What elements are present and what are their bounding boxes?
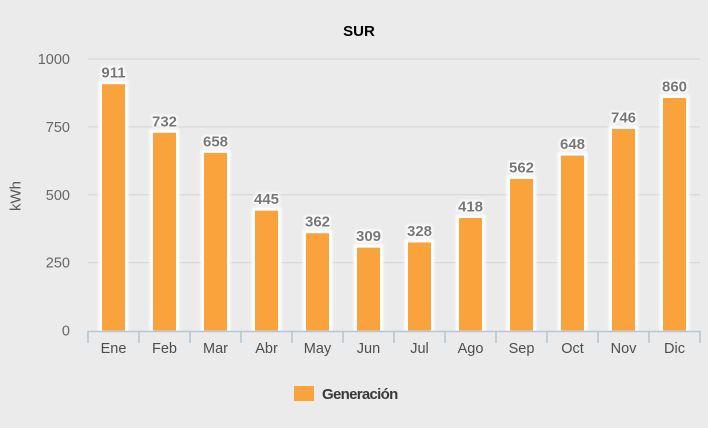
legend-label-generacion[interactable]: Generación bbox=[322, 386, 398, 403]
data-label-Abr: 445 bbox=[254, 191, 279, 208]
y-axis-title: kWh bbox=[7, 181, 25, 211]
data-label-Ago: 418 bbox=[458, 199, 483, 216]
data-label-May: 362 bbox=[305, 214, 330, 231]
data-label-Jun: 309 bbox=[356, 228, 381, 245]
x-label-Abr: Abr bbox=[255, 341, 278, 357]
data-labels: 911 732 658 445 362 309 328 418 562 648 746 860 bbox=[101, 65, 687, 245]
y-tick-label-750: 750 bbox=[46, 120, 70, 136]
x-axis bbox=[87, 330, 701, 343]
legend: Generación bbox=[294, 385, 398, 403]
x-label-Dic: Dic bbox=[664, 341, 685, 357]
bar-Abr[interactable] bbox=[253, 208, 280, 335]
bar-Ene[interactable] bbox=[100, 82, 127, 334]
bar-Jul[interactable] bbox=[406, 240, 433, 334]
bar-series bbox=[100, 82, 688, 335]
y-axis-labels: 0 250 500 750 1000 bbox=[38, 52, 70, 340]
x-label-May: May bbox=[304, 341, 332, 357]
y-tick-label-1000: 1000 bbox=[38, 52, 70, 68]
bar-Ago[interactable] bbox=[457, 216, 484, 334]
bar-Oct[interactable] bbox=[559, 153, 586, 335]
bar-May[interactable] bbox=[304, 231, 331, 334]
x-label-Ene: Ene bbox=[101, 341, 127, 357]
bar-Feb[interactable] bbox=[151, 130, 178, 335]
data-label-Oct: 648 bbox=[560, 136, 585, 153]
x-label-Ago: Ago bbox=[458, 341, 484, 357]
x-label-Oct: Oct bbox=[561, 341, 584, 357]
y-tick-label-500: 500 bbox=[46, 188, 70, 204]
bar-Jun[interactable] bbox=[355, 245, 382, 335]
x-label-Mar: Mar bbox=[203, 341, 228, 357]
data-label-Sep: 562 bbox=[509, 159, 534, 176]
x-label-Nov: Nov bbox=[611, 341, 638, 357]
data-label-Feb: 732 bbox=[152, 113, 177, 130]
x-label-Feb: Feb bbox=[152, 341, 177, 357]
bar-Sep[interactable] bbox=[508, 176, 535, 335]
x-axis-labels: Ene Feb Mar Abr May Jun Jul Ago Sep Oct Nov Dic bbox=[101, 341, 685, 357]
bar-Mar[interactable] bbox=[202, 150, 229, 335]
data-label-Dic: 860 bbox=[662, 79, 687, 96]
data-label-Mar: 658 bbox=[203, 133, 228, 150]
y-tick-label-250: 250 bbox=[46, 256, 70, 272]
bar-Nov[interactable] bbox=[610, 126, 637, 335]
data-label-Nov: 746 bbox=[611, 109, 636, 126]
x-label-Sep: Sep bbox=[509, 341, 535, 357]
bar-Dic[interactable] bbox=[661, 96, 688, 334]
x-label-Jul: Jul bbox=[410, 341, 429, 357]
gridlines bbox=[88, 58, 700, 264]
x-label-Jun: Jun bbox=[357, 341, 380, 357]
chart-title: SUR bbox=[343, 23, 375, 40]
legend-swatch-generacion[interactable] bbox=[294, 386, 314, 401]
data-label-Ene: 911 bbox=[101, 65, 125, 82]
y-tick-label-0: 0 bbox=[62, 324, 70, 340]
data-label-Jul: 328 bbox=[407, 223, 432, 240]
